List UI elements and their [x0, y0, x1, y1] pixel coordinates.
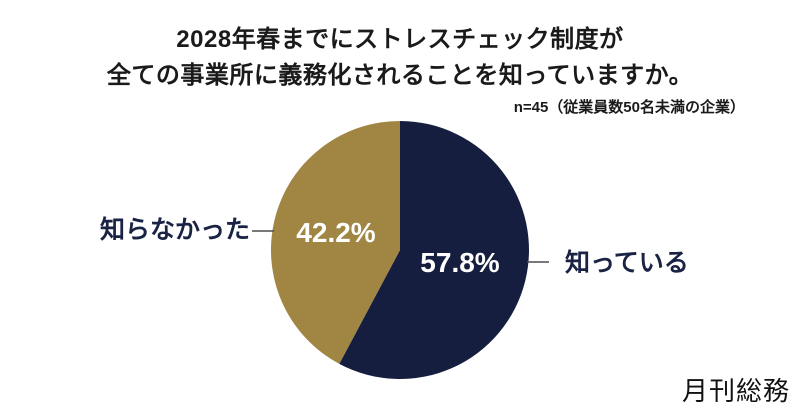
category-label-aware: 知っている: [565, 249, 689, 277]
chart-title-line2: 全ての事業所に義務化されることを知っていますか。: [106, 62, 694, 89]
pie-slice-aware: [339, 121, 529, 379]
percentage-label-aware: 57.8%: [420, 247, 500, 278]
chart-title-line1: 2028年春までにストレスチェック制度が: [176, 26, 624, 53]
publication-logo: 月刊総務: [681, 376, 790, 406]
pie-slice-unaware: [270, 121, 400, 364]
percentage-label-unaware: 42.2%: [296, 217, 376, 248]
sample-size-note: n=45（従業員数50名未満の企業）: [513, 99, 745, 116]
category-label-unaware: 知らなかった: [99, 216, 250, 244]
pie-slices-group: [270, 121, 529, 379]
chart-title: 2028年春までにストレスチェック制度が 全ての事業所に義務化されることを知って…: [0, 22, 800, 94]
